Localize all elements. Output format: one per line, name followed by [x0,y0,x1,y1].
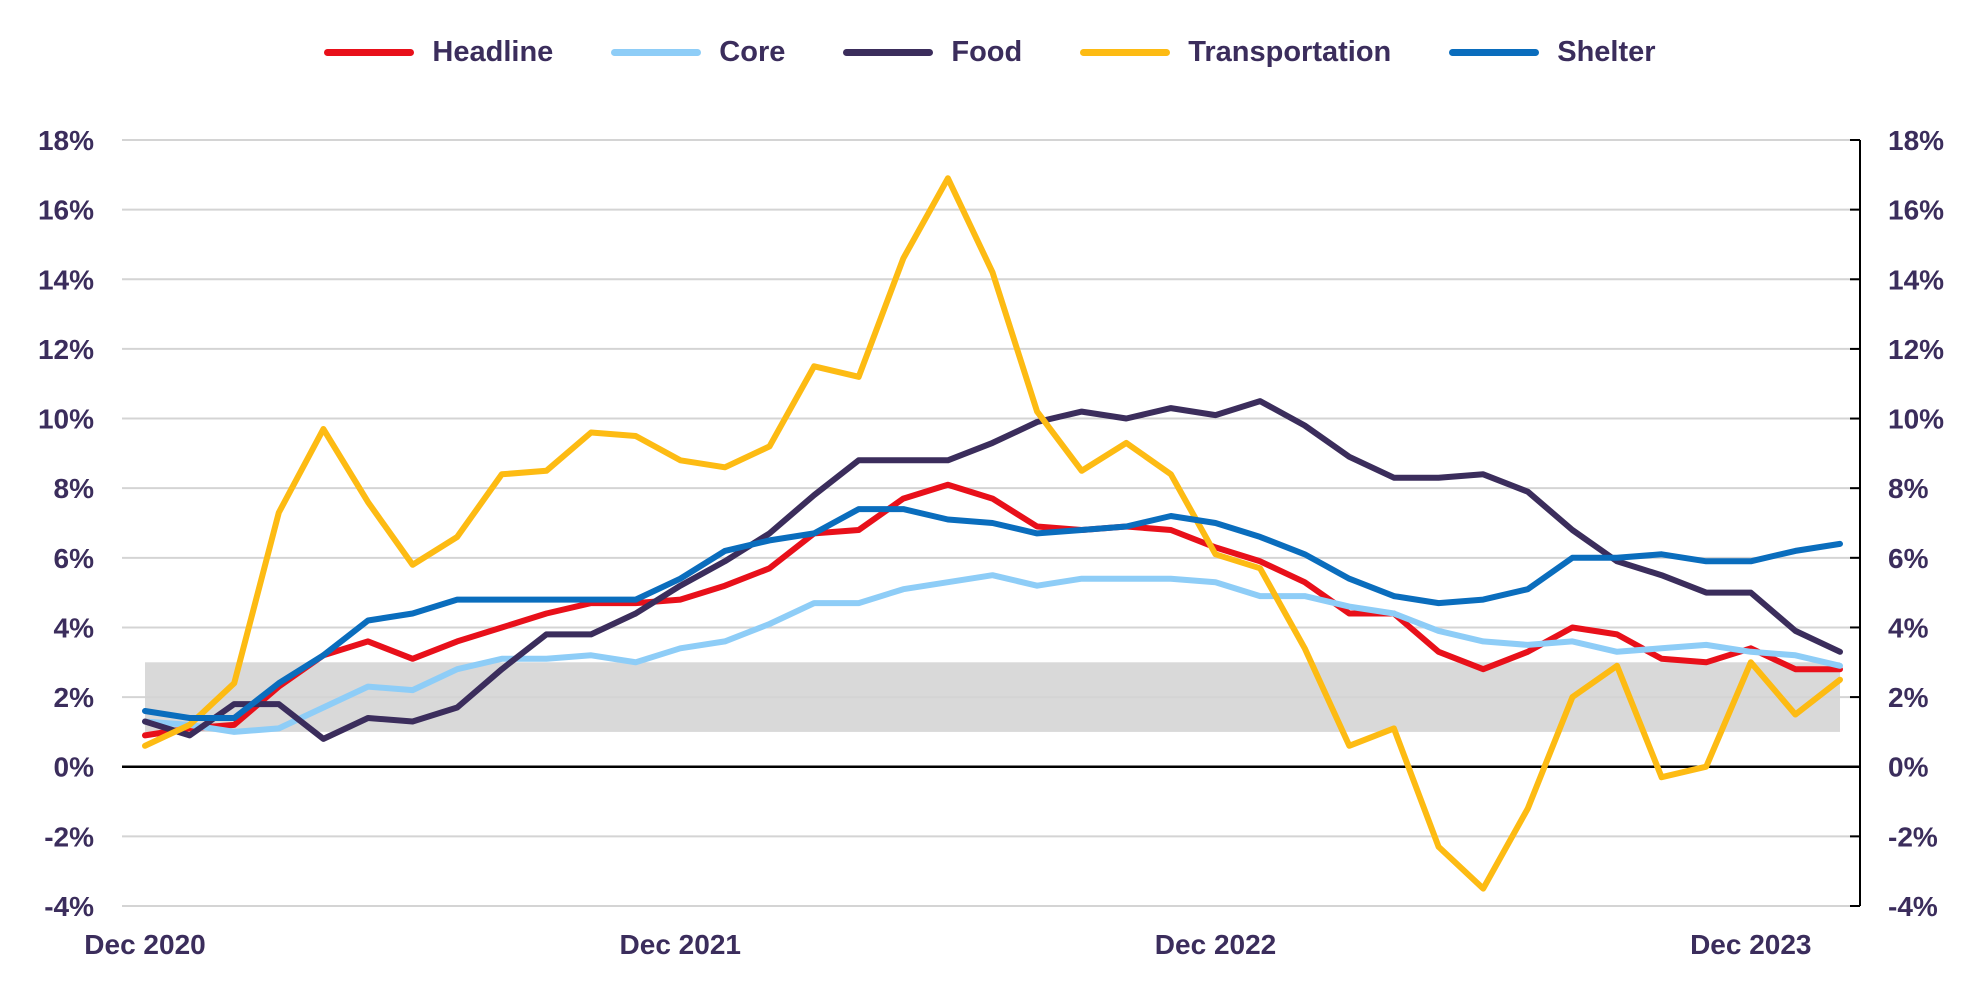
x-tick-label: Dec 2023 [1690,929,1811,960]
series-line-shelter [142,506,1843,721]
legend-item-headline: Headline [324,36,553,69]
y-tick-label-left: 16% [38,195,94,226]
legend-item-transportation: Transportation [1080,36,1391,69]
legend-swatch-shelter [1449,49,1540,56]
x-tick-label: Dec 2021 [620,929,741,960]
legend-label-food: Food [951,36,1023,68]
y-tick-label-right: 18% [1888,125,1944,156]
series-line-core [142,572,1843,735]
y-tick-label-right: 10% [1888,404,1944,435]
y-tick-label-right: -2% [1888,821,1938,852]
y-tick-label-right: 12% [1888,334,1944,365]
series-line-headline [142,481,1843,739]
series-line-transportation [142,175,1843,892]
y-tick-label-left: 14% [38,264,94,295]
y-tick-label-left: 10% [38,404,94,435]
y-tick-label-left: -2% [44,821,94,852]
y-tick-label-left: 18% [38,125,94,156]
y-tick-label-right: 8% [1888,473,1929,504]
legend-item-food: Food [843,36,1022,69]
series-line-food [142,398,1843,742]
y-tick-label-right: 16% [1888,195,1944,226]
y-tick-label-right: 4% [1888,612,1929,643]
legend-label-core: Core [719,36,786,68]
y-tick-label-left: 4% [54,612,95,643]
legend-swatch-headline [324,49,415,56]
y-tick-label-left: 2% [54,682,95,713]
legend-label-shelter: Shelter [1557,36,1656,68]
x-tick-label: Dec 2020 [84,929,205,960]
y-tick-label-right: 14% [1888,264,1944,295]
y-tick-label-right: 2% [1888,682,1929,713]
y-tick-label-right: 0% [1888,752,1929,783]
y-tick-label-left: 12% [38,334,94,365]
legend-label-headline: Headline [432,36,554,68]
legend-swatch-transportation [1080,49,1171,56]
y-tick-label-right: -4% [1888,891,1938,922]
x-tick-label: Dec 2022 [1155,929,1276,960]
y-tick-label-left: 0% [54,752,95,783]
legend-item-shelter: Shelter [1449,36,1656,69]
y-tick-label-right: 6% [1888,543,1929,574]
legend-label-transportation: Transportation [1188,36,1392,68]
legend: Headline Core Food Transportation Shelte… [0,36,1980,69]
y-tick-label-left: 8% [54,473,95,504]
y-tick-label-left: -4% [44,891,94,922]
y-tick-label-left: 6% [54,543,95,574]
legend-swatch-food [843,49,934,56]
legend-swatch-core [611,49,702,56]
legend-item-core: Core [611,36,785,69]
